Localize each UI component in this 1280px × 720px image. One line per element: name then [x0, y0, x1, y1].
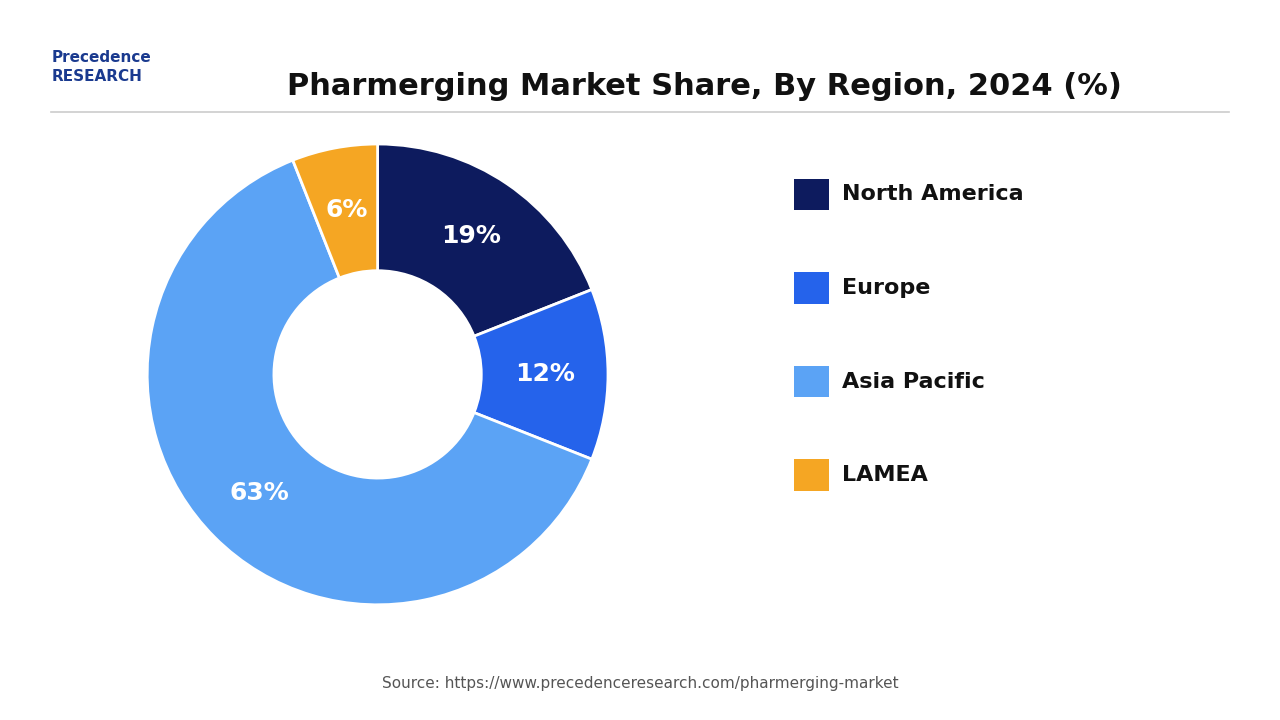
Text: Asia Pacific: Asia Pacific — [842, 372, 986, 392]
Text: 63%: 63% — [229, 480, 289, 505]
Text: Source: https://www.precedenceresearch.com/pharmerging-market: Source: https://www.precedenceresearch.c… — [381, 676, 899, 691]
Text: LAMEA: LAMEA — [842, 465, 928, 485]
Wedge shape — [293, 144, 378, 278]
Wedge shape — [474, 289, 608, 459]
Text: Precedence
RESEARCH: Precedence RESEARCH — [51, 50, 151, 84]
Text: 12%: 12% — [515, 362, 575, 387]
Text: 19%: 19% — [442, 224, 502, 248]
Text: 6%: 6% — [325, 198, 367, 222]
Text: North America: North America — [842, 184, 1024, 204]
Text: Pharmerging Market Share, By Region, 2024 (%): Pharmerging Market Share, By Region, 202… — [287, 72, 1121, 101]
Wedge shape — [378, 144, 591, 336]
Wedge shape — [147, 160, 591, 605]
Text: Europe: Europe — [842, 278, 931, 298]
